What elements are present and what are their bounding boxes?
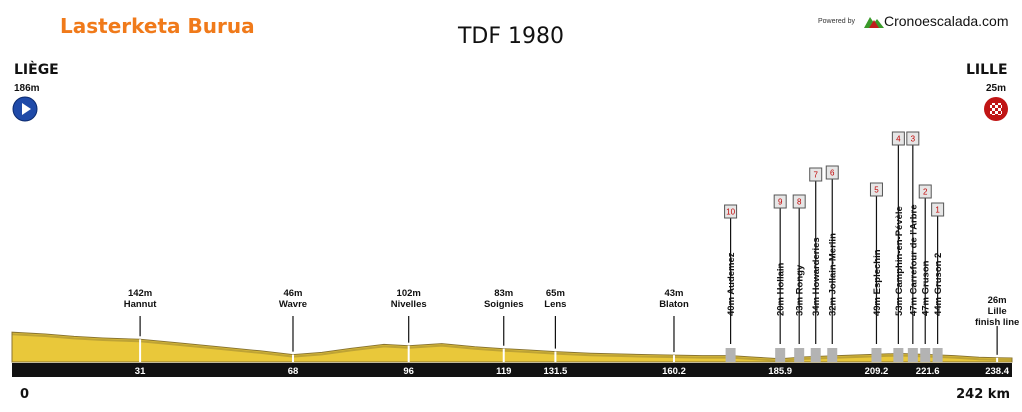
km-tick-label: 238.4 [985, 366, 1009, 377]
place-altitude: 43m [664, 288, 683, 299]
sector-number: 10 [726, 208, 735, 217]
sector-label: 32m Jollain-Merlin [828, 233, 839, 316]
sector-number: 2 [923, 188, 928, 197]
cobble-sector-band [920, 348, 931, 362]
sector-label: 53m Camphin-en-Pévèle [894, 206, 905, 316]
place-altitude: 142m [128, 288, 152, 299]
sector-label: 20m Hollain [776, 262, 787, 316]
place-altitude: 26m [988, 295, 1007, 306]
sector-number-badge [792, 194, 806, 209]
sector-number-badge [773, 194, 787, 209]
finish-altitude: 25m [986, 83, 1007, 94]
km-tick-label: 68 [288, 366, 299, 377]
place-name: Lens [544, 299, 566, 310]
brand-logo-text: Lasterketa Burua [60, 14, 255, 38]
cobble-sector-band [893, 348, 904, 362]
start-altitude: 186m [14, 83, 40, 94]
sector-number-badge [918, 184, 932, 199]
km-tick-label: 185.9 [768, 366, 792, 377]
sector-number-badge [809, 167, 823, 182]
km-tick-label: 221.6 [916, 366, 940, 377]
cobble-sector-band [932, 348, 943, 362]
cobble-sector-band [794, 348, 805, 362]
place-name: Soignies [484, 299, 524, 310]
km-tick-label: 160.2 [662, 366, 686, 377]
sector-label: 44m Gruson 2 [933, 253, 944, 316]
km-tick-label: 119 [496, 366, 511, 377]
sector-number: 6 [830, 169, 835, 178]
sector-label: 49m Esplechin [872, 249, 883, 316]
cobble-sector-band [827, 348, 838, 362]
distance-axis [12, 363, 1012, 377]
sector-label: 33m Rongy [795, 264, 806, 316]
sector-label: 34m Howarderies [811, 237, 822, 316]
sector-number: 7 [813, 171, 818, 180]
cobble-sector-band [907, 348, 918, 362]
place-altitude: 83m [494, 288, 513, 299]
terrain-ridge [11, 333, 1013, 362]
sector-number: 8 [797, 198, 802, 207]
sector-label: 47m Carrefour de l'Arbre [908, 204, 919, 316]
sector-number-badge [724, 204, 738, 219]
sector-number-badge [906, 131, 920, 146]
km-tick-label: 31 [135, 366, 146, 377]
cobble-sector-band [810, 348, 821, 362]
place-name: Lille [988, 306, 1007, 317]
finish-name: LILLE [966, 62, 1008, 78]
km-tick-label: 96 [403, 366, 414, 377]
place-name: Blaton [659, 299, 689, 310]
place-name-line2: finish line [975, 317, 1019, 328]
cobble-sector-band [725, 348, 736, 362]
place-name: Hannut [124, 299, 158, 310]
checkered-flag-icon [984, 97, 1008, 121]
sector-number: 5 [874, 186, 879, 195]
sector-number: 1 [935, 206, 940, 215]
place-name: Wavre [279, 299, 307, 310]
cobble-sector-band [775, 348, 786, 362]
sector-label: 40m Audemez [726, 252, 737, 316]
axis-end-label: 242 km [956, 387, 1010, 402]
sector-number-badge [891, 131, 905, 146]
sector-number-badge [825, 165, 839, 180]
sector-number: 3 [911, 135, 916, 144]
start-name: LIÈGE [14, 62, 59, 78]
powered-by-label: Powered by [818, 18, 855, 25]
place-altitude: 46m [283, 288, 302, 299]
play-icon [12, 96, 38, 122]
km-tick-label: 131.5 [543, 366, 567, 377]
sector-number: 4 [896, 135, 901, 144]
place-name: Nivelles [391, 299, 427, 310]
sector-label: 47m Gruson [921, 260, 932, 316]
chart-title: TDF 1980 [457, 24, 564, 49]
axis-start-label: 0 [20, 387, 29, 402]
mountain-icon [864, 17, 884, 28]
sector-number-badge [869, 182, 883, 197]
cobble-sector-band [871, 348, 882, 362]
site-link[interactable]: Cronoescalada.com [884, 13, 1009, 29]
place-altitude: 65m [546, 288, 565, 299]
km-tick-label: 209.2 [865, 366, 889, 377]
sector-number: 9 [778, 198, 783, 207]
place-altitude: 102m [397, 288, 421, 299]
sector-number-badge [931, 202, 945, 217]
